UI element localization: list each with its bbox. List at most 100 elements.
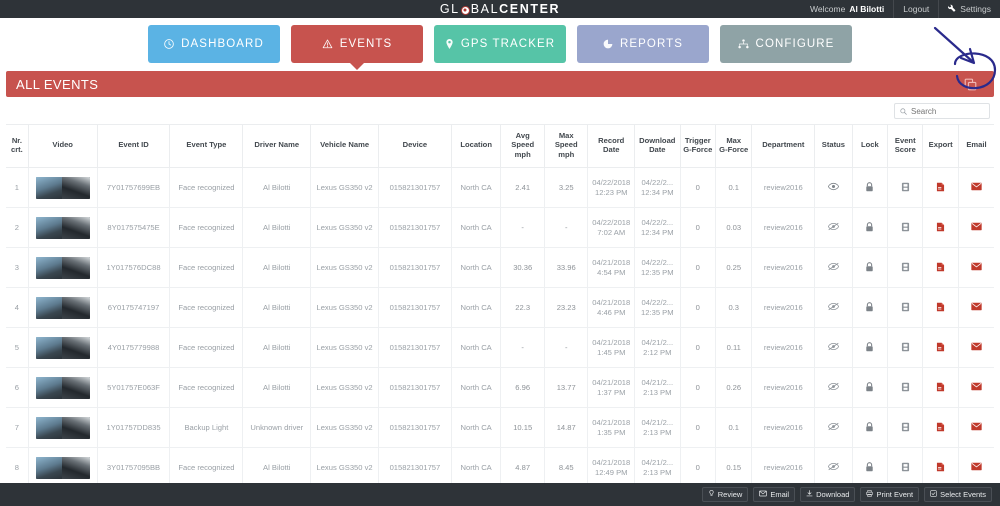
lock-icon[interactable] [865,181,874,192]
nav-events[interactable]: EVENTS [291,25,423,63]
envelope-icon[interactable] [971,222,982,231]
eye-slash-icon[interactable] [827,262,839,271]
table-row[interactable]: 3 1Y017576DC88 Face recognized Al Bilotti Le… [6,247,994,289]
score-badge-icon[interactable] [901,422,910,432]
pdf-icon[interactable] [936,462,945,472]
envelope-icon[interactable] [971,302,982,311]
logout-button[interactable]: Logout [893,0,938,18]
eye-slash-icon[interactable] [827,342,839,351]
nav-dashboard[interactable]: DASHBOARD [148,25,280,63]
pdf-icon[interactable] [936,182,945,192]
col-driver-name[interactable]: Driver Name [242,123,312,169]
event-score-cell[interactable] [887,167,924,209]
lock-cell[interactable] [852,367,889,409]
col-max-speed[interactable]: Max Speed mph [544,123,589,169]
table-row[interactable]: 4 6Y0175747197 Face recognized Al Bilotti Le… [6,287,994,329]
lock-cell[interactable] [852,407,889,449]
nav-configure[interactable]: CONFIGURE [720,25,852,63]
status-cell[interactable] [814,247,853,289]
lock-icon[interactable] [865,421,874,432]
copy-icon[interactable] [962,76,978,92]
status-cell[interactable] [814,447,853,489]
pdf-icon[interactable] [936,422,945,432]
video-thumbnail-cell[interactable] [28,247,98,289]
eye-icon[interactable] [827,182,839,191]
envelope-icon[interactable] [971,182,982,191]
eye-slash-icon[interactable] [827,302,839,311]
event-score-cell[interactable] [887,327,924,369]
nav-gps-tracker[interactable]: GPS TRACKER [434,25,566,63]
lock-cell[interactable] [852,167,889,209]
export-cell[interactable] [922,367,959,409]
table-row[interactable]: 6 5Y01757E063F Face recognized Al Bilotti Le… [6,367,994,409]
event-score-cell[interactable] [887,287,924,329]
video-thumbnail-cell[interactable] [28,447,98,489]
col-video[interactable]: Video [28,123,98,169]
pdf-icon[interactable] [936,342,945,352]
status-cell[interactable] [814,207,853,249]
video-thumbnail-cell[interactable] [28,367,98,409]
email-cell[interactable] [958,367,994,409]
dashcam-thumbnail[interactable] [35,296,90,319]
email-cell[interactable] [958,407,994,449]
col-vehicle-name[interactable]: Vehicle Name [310,123,379,169]
lock-icon[interactable] [865,261,874,272]
lock-cell[interactable] [852,447,889,489]
dashcam-thumbnail[interactable] [35,336,90,359]
envelope-icon[interactable] [971,462,982,471]
export-cell[interactable] [922,207,959,249]
dashcam-thumbnail[interactable] [35,176,90,199]
col-nr[interactable]: Nr. crt. [6,123,29,169]
video-thumbnail-cell[interactable] [28,327,98,369]
eye-slash-icon[interactable] [827,222,839,231]
lock-icon[interactable] [865,221,874,232]
email-cell[interactable] [958,247,994,289]
score-badge-icon[interactable] [901,462,910,472]
search-box[interactable] [894,103,990,119]
eye-slash-icon[interactable] [827,422,839,431]
score-badge-icon[interactable] [901,222,910,232]
envelope-icon[interactable] [971,262,982,271]
col-max-g-force[interactable]: Max G-Force [715,123,753,169]
dashcam-thumbnail[interactable] [35,456,90,479]
email-cell[interactable] [958,447,994,489]
table-row[interactable]: 5 4Y0175779988 Face recognized Al Bilotti Le… [6,327,994,369]
envelope-icon[interactable] [971,422,982,431]
pdf-icon[interactable] [936,382,945,392]
status-cell[interactable] [814,407,853,449]
score-badge-icon[interactable] [901,182,910,192]
pdf-icon[interactable] [936,222,945,232]
event-score-cell[interactable] [887,207,924,249]
select-events-button[interactable]: Select Events [924,487,992,502]
event-score-cell[interactable] [887,407,924,449]
export-cell[interactable] [922,447,959,489]
nav-reports[interactable]: REPORTS [577,25,709,63]
lock-icon[interactable] [865,461,874,472]
export-cell[interactable] [922,327,959,369]
download-button[interactable]: Download [800,487,856,502]
video-thumbnail-cell[interactable] [28,167,98,209]
export-cell[interactable] [922,287,959,329]
video-thumbnail-cell[interactable] [28,407,98,449]
score-badge-icon[interactable] [901,342,910,352]
print-event-button[interactable]: Print Event [860,487,920,502]
email-cell[interactable] [958,287,994,329]
col-trigger-g-force[interactable]: Trigger G-Force [680,123,717,169]
export-cell[interactable] [922,167,959,209]
search-input[interactable] [911,106,984,116]
event-score-cell[interactable] [887,367,924,409]
lock-icon[interactable] [865,381,874,392]
col-department[interactable]: Department [751,123,816,169]
table-row[interactable]: 1 7Y01757699EB Face recognized Al Bilotti Le… [6,167,994,209]
envelope-icon[interactable] [971,382,982,391]
col-event-id[interactable]: Event ID [97,123,171,169]
col-download-date[interactable]: Download Date [634,123,681,169]
email-cell[interactable] [958,167,994,209]
score-badge-icon[interactable] [901,382,910,392]
col-event-type[interactable]: Event Type [169,123,244,169]
col-status[interactable]: Status [814,123,853,169]
export-cell[interactable] [922,247,959,289]
export-cell[interactable] [922,407,959,449]
status-cell[interactable] [814,367,853,409]
email-cell[interactable] [958,327,994,369]
